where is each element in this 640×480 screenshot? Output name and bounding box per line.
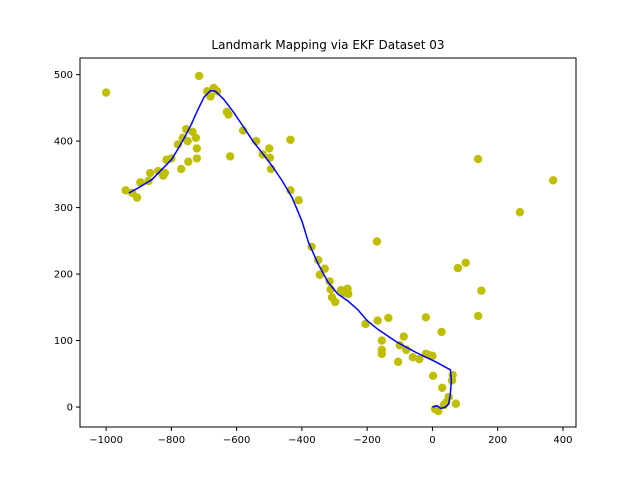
x-tick-label: −600 bbox=[223, 435, 250, 446]
y-tick-label: 200 bbox=[54, 270, 73, 281]
y-tick-label: 100 bbox=[54, 336, 73, 347]
landmark-point bbox=[184, 157, 193, 166]
landmark-point bbox=[438, 383, 447, 392]
landmark-point bbox=[212, 87, 222, 96]
landmark-point bbox=[373, 316, 382, 325]
landmark-point bbox=[286, 135, 295, 144]
landmark-point bbox=[265, 144, 274, 153]
landmark-point bbox=[191, 133, 201, 142]
landmark-point bbox=[415, 354, 424, 364]
y-tick-label: 400 bbox=[54, 137, 73, 148]
landmark-point bbox=[224, 110, 233, 119]
y-tick-label: 500 bbox=[54, 70, 73, 81]
x-tick-label: −400 bbox=[288, 435, 315, 446]
landmark-point bbox=[384, 313, 393, 323]
axis-layer: −1000 −800 −600 −400 −200 0 200 400 0 100 200 300 40… bbox=[54, 70, 573, 446]
landmark-point bbox=[453, 263, 463, 273]
landmark-point bbox=[101, 88, 111, 97]
x-tick-label: 200 bbox=[488, 435, 507, 446]
landmark-point bbox=[461, 258, 470, 267]
landmark-point bbox=[265, 153, 275, 162]
landmark-point bbox=[515, 208, 525, 217]
landmark-point bbox=[192, 144, 202, 153]
landmark-point bbox=[399, 332, 408, 341]
landmark-point bbox=[377, 336, 387, 345]
landmark-point bbox=[192, 154, 202, 163]
axes-frame bbox=[79, 57, 577, 428]
x-tick-label: −1000 bbox=[89, 435, 123, 446]
landmark-point bbox=[325, 277, 334, 286]
x-tick-label: 0 bbox=[429, 435, 435, 446]
landmark-point bbox=[393, 357, 403, 367]
landmark-point bbox=[225, 152, 235, 161]
y-tick-label: 300 bbox=[54, 203, 73, 214]
landmark-point bbox=[377, 349, 387, 359]
landmark-point bbox=[448, 370, 457, 380]
landmark-point bbox=[136, 178, 145, 187]
x-tick-label: −800 bbox=[158, 435, 185, 446]
landmark-point bbox=[194, 71, 204, 81]
landmark-point bbox=[372, 237, 382, 246]
y-tick-label: 0 bbox=[67, 403, 73, 414]
plot-layer bbox=[101, 71, 558, 416]
landmark-point bbox=[344, 289, 353, 299]
x-tick-label: −200 bbox=[353, 435, 380, 446]
landmark-point bbox=[121, 186, 130, 195]
landmark-point bbox=[330, 297, 340, 307]
landmark-point bbox=[183, 136, 192, 146]
landmark-point bbox=[132, 193, 142, 202]
x-tick-label: 400 bbox=[553, 435, 572, 446]
landmark-point bbox=[548, 176, 558, 185]
landmark-point bbox=[421, 313, 431, 322]
landmark-point bbox=[176, 164, 186, 174]
landmark-point bbox=[428, 371, 438, 381]
landmark-point bbox=[145, 168, 155, 178]
landmark-point bbox=[160, 168, 170, 178]
landmark-point bbox=[428, 351, 437, 361]
landmark-point bbox=[437, 327, 446, 337]
landmark-point bbox=[473, 311, 483, 321]
landmark-point bbox=[408, 352, 418, 362]
landmark-point bbox=[206, 92, 215, 101]
landmark-point bbox=[315, 270, 325, 279]
landmark-point bbox=[451, 399, 461, 408]
landmark-point bbox=[294, 196, 303, 205]
trajectory-line bbox=[128, 89, 453, 410]
chart-title: Landmark Mapping via EKF Dataset 03 bbox=[211, 38, 444, 52]
landmark-point bbox=[477, 286, 486, 295]
landmark-point bbox=[473, 154, 483, 164]
